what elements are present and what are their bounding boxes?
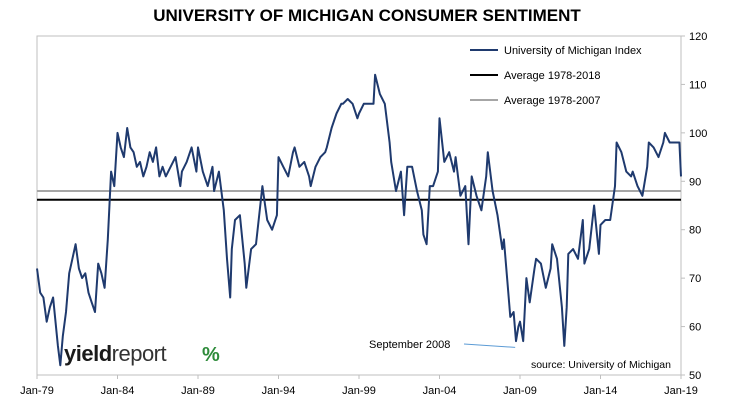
legend-label: Average 1978-2007 [504, 95, 600, 107]
y-tick-label: 50 [689, 370, 701, 382]
average-lines [37, 189, 681, 201]
plot-area [36, 35, 682, 376]
y-tick-label: 80 [689, 225, 701, 237]
x-tick-label: Jan-94 [262, 385, 296, 397]
x-tick-label: Jan-09 [503, 385, 537, 397]
x-tick-label: Jan-14 [584, 385, 618, 397]
x-axis: Jan-79 Jan-84 Jan-89 Jan-94 Jan-99 Jan-04 Jan-… [20, 375, 698, 397]
series-line-index [36, 73, 682, 367]
y-tick-label: 90 [689, 176, 701, 188]
legend: University of Michigan Index Average 1978… [470, 45, 642, 107]
x-tick-label: Jan-19 [664, 385, 698, 397]
x-tick-label: Jan-99 [342, 385, 376, 397]
chart-title: UNIVERSITY OF MICHIGAN CONSUMER SENTIMEN… [153, 6, 581, 25]
logo-word-yield: yield [64, 341, 112, 366]
y-tick-label: 60 [689, 322, 701, 334]
x-tick-label: Jan-89 [181, 385, 215, 397]
y-axis: 50 60 70 80 90 100 110 120 [681, 31, 707, 382]
x-tick-label: Jan-79 [20, 385, 54, 397]
series-group [36, 73, 682, 367]
annotation-label: September 2008 [369, 339, 450, 351]
y-tick-label: 110 [689, 79, 707, 91]
logo-percent-icon: % [202, 344, 220, 366]
yieldreport-logo: yieldreport % [64, 341, 220, 366]
svg-text:yieldreport: yieldreport [64, 341, 166, 366]
y-tick-label: 120 [689, 31, 707, 43]
annotation-group: September 2008 [369, 339, 516, 351]
logo-word-report: report [112, 341, 167, 366]
y-tick-label: 70 [689, 273, 701, 285]
x-tick-label: Jan-84 [101, 385, 135, 397]
y-tick-label: 100 [689, 128, 707, 140]
source-note: source: University of Michigan [531, 359, 671, 371]
legend-label: Average 1978-2018 [504, 70, 600, 82]
x-tick-label: Jan-04 [423, 385, 457, 397]
annotation-leader [463, 343, 516, 348]
legend-label: University of Michigan Index [504, 45, 642, 57]
